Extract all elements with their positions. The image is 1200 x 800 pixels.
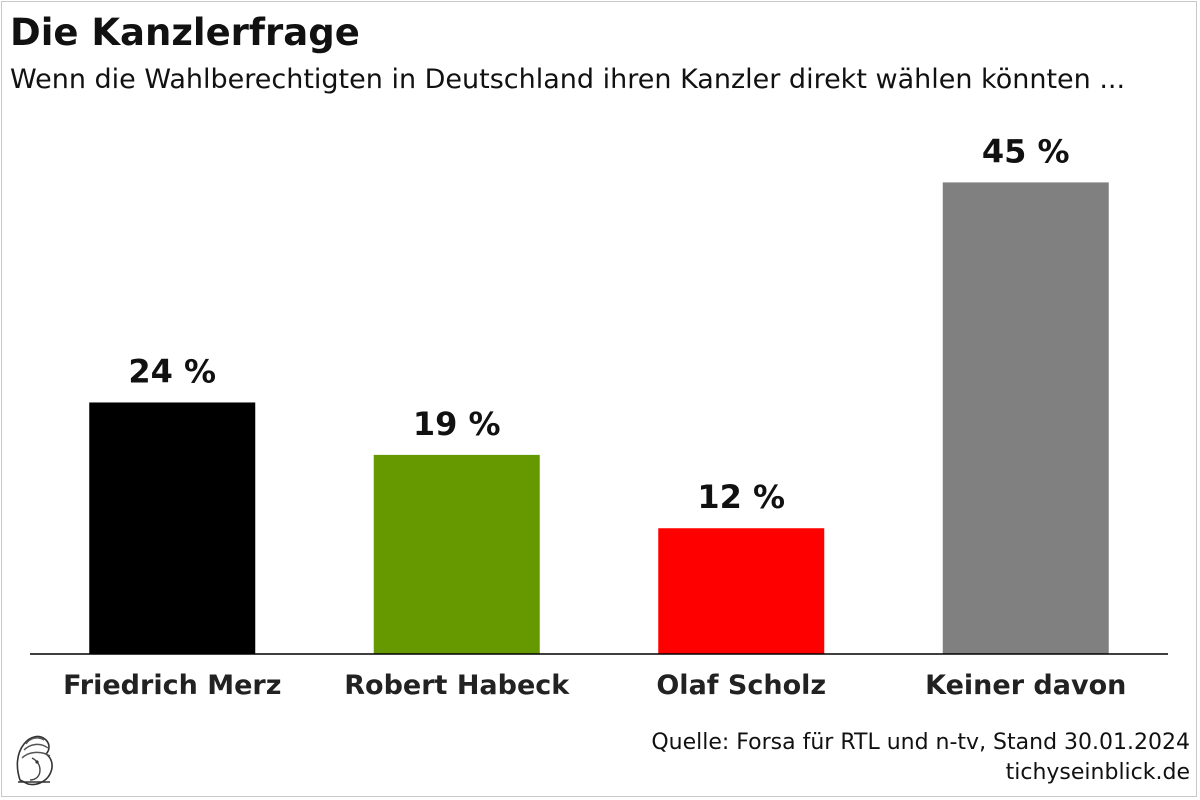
category-label: Friedrich Merz bbox=[63, 670, 281, 701]
bar-olaf-scholz bbox=[658, 528, 825, 654]
value-label: 12 % bbox=[697, 478, 785, 516]
value-label: 45 % bbox=[982, 132, 1070, 170]
website-label: tichyseinblick.de bbox=[1005, 760, 1190, 785]
value-label: 24 % bbox=[128, 352, 216, 390]
category-label: Robert Habeck bbox=[344, 670, 570, 701]
logo-icon bbox=[16, 735, 53, 786]
chart-subtitle: Wenn die Wahlberechtigten in Deutschland… bbox=[10, 64, 1126, 95]
source-note: Quelle: Forsa für RTL und n-tv, Stand 30… bbox=[651, 730, 1190, 755]
bar-friedrich-merz bbox=[89, 402, 256, 654]
category-label: Olaf Scholz bbox=[656, 670, 826, 701]
chart-title: Die Kanzlerfrage bbox=[10, 11, 360, 54]
bar-robert-habeck bbox=[373, 454, 540, 654]
value-label: 19 % bbox=[413, 405, 501, 443]
category-label: Keiner davon bbox=[925, 670, 1126, 701]
bar-keiner-davon bbox=[942, 182, 1109, 654]
